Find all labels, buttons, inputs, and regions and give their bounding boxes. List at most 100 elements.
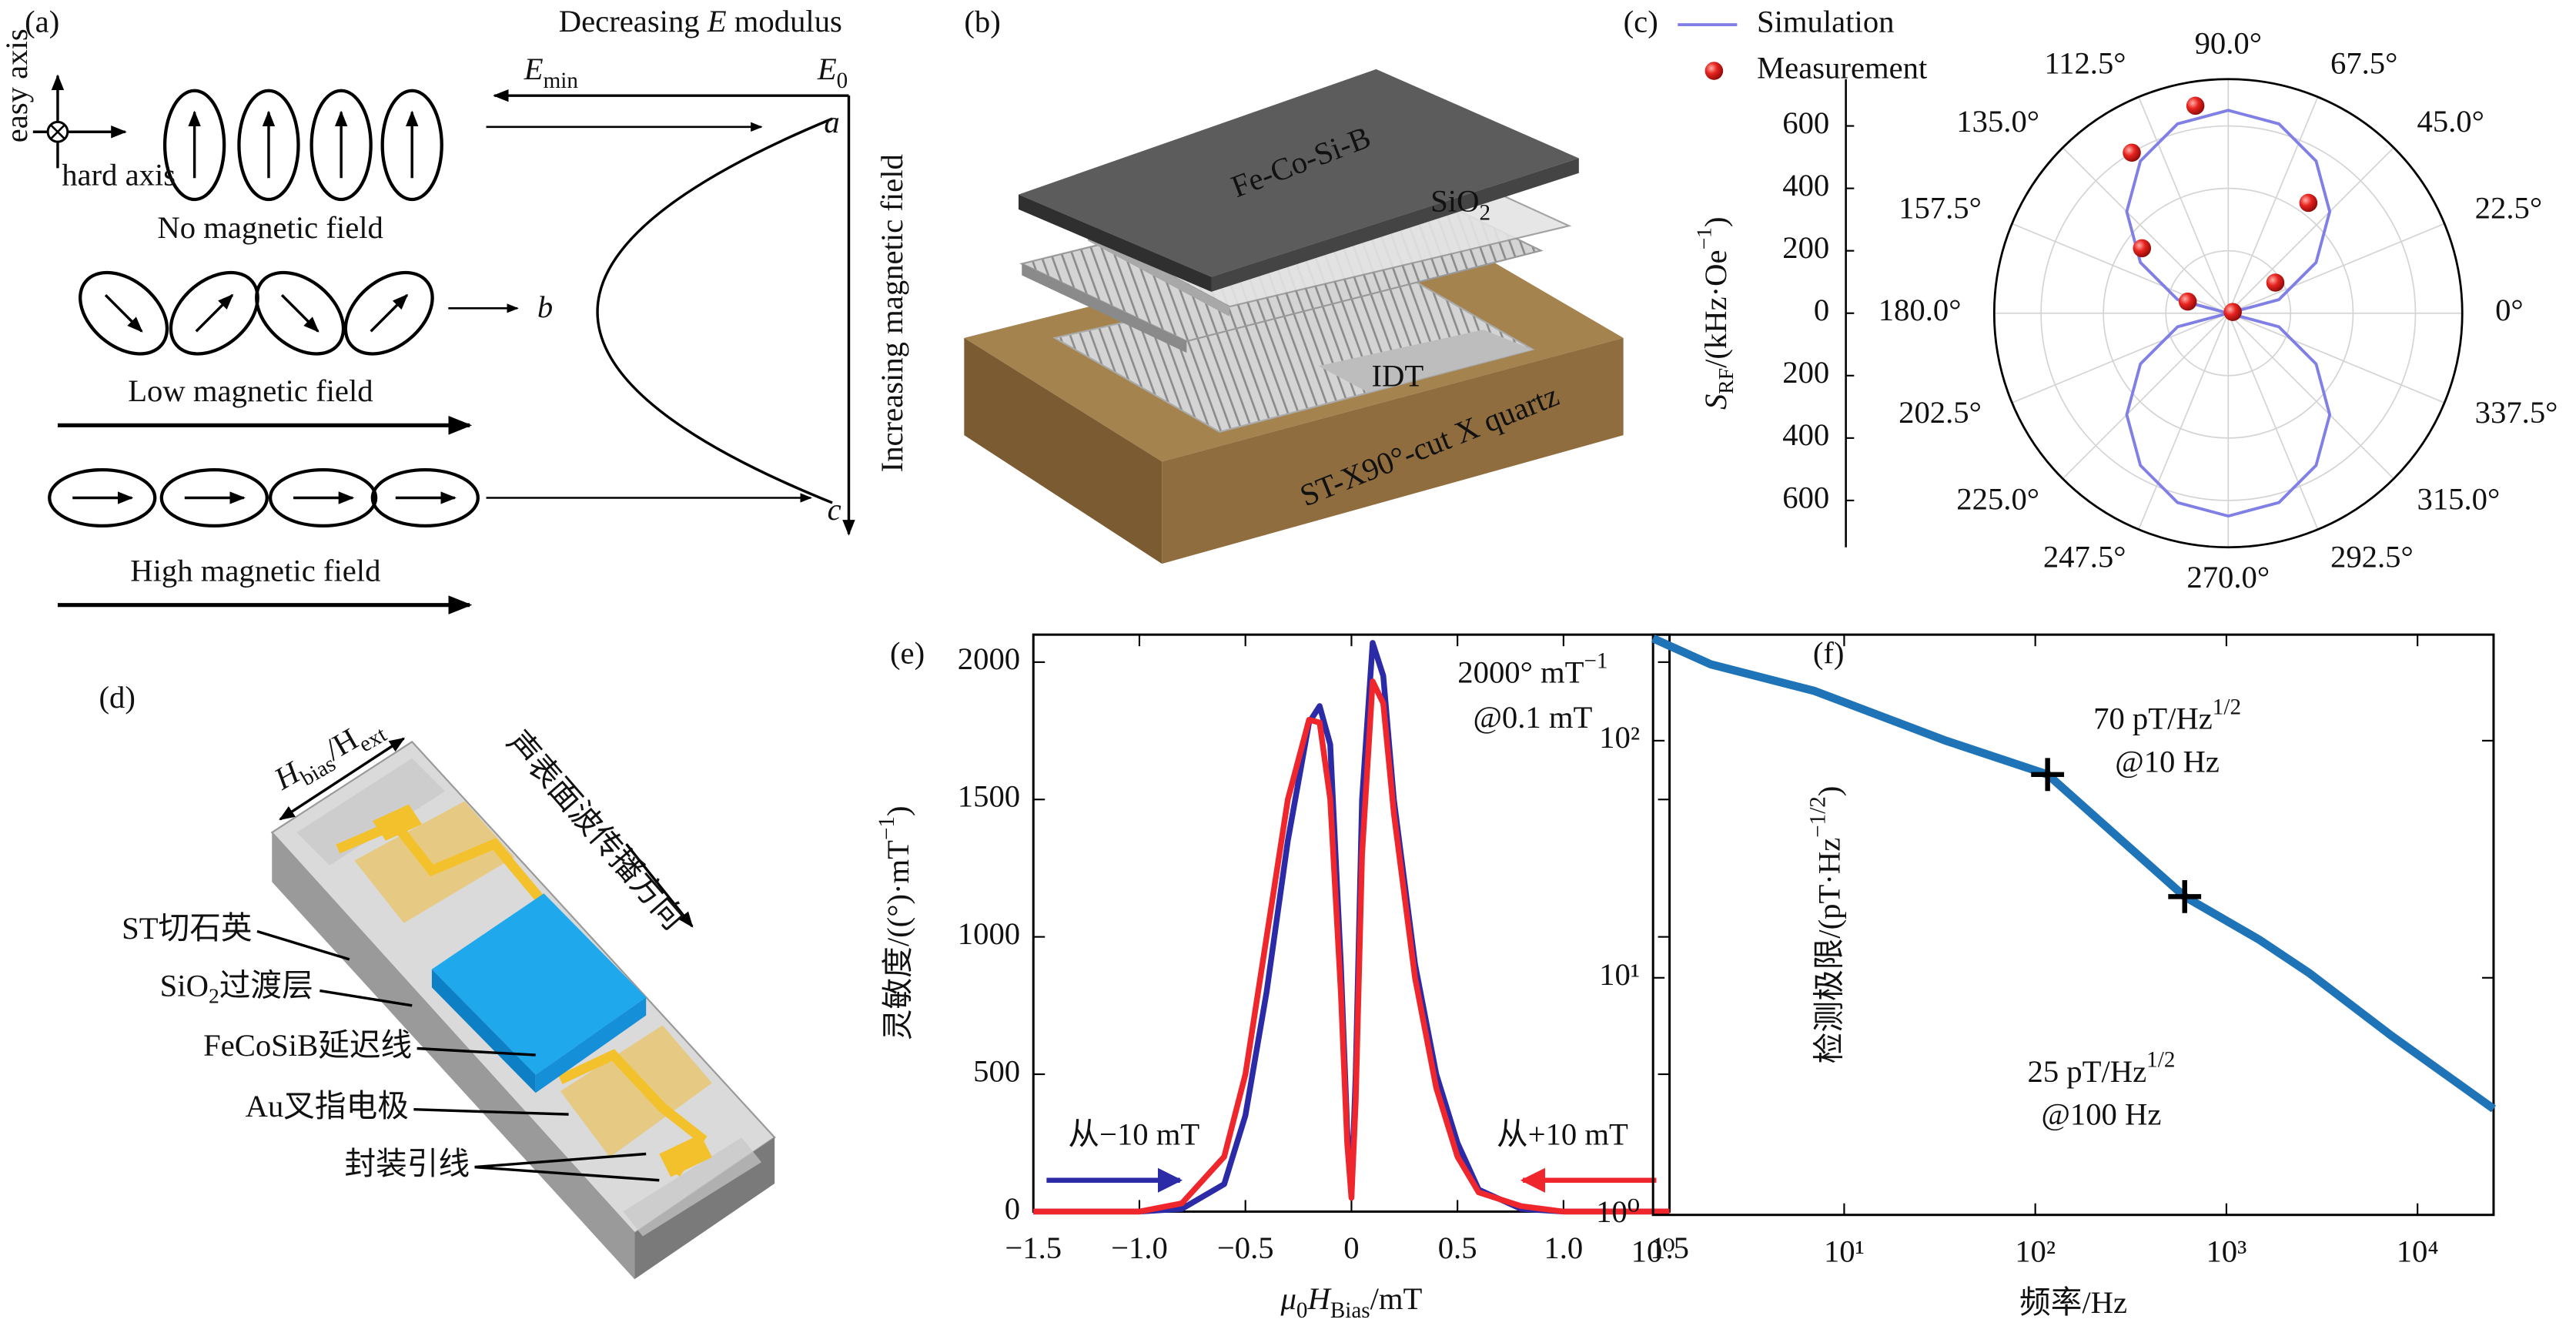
annotation: 从+10 mT [1497, 1117, 1628, 1151]
x-tick-label: 10³ [2206, 1234, 2246, 1268]
annotation: 从−10 mT [1068, 1117, 1199, 1151]
grid-circle [2103, 187, 2354, 439]
panel-b-drawing [964, 69, 1624, 564]
panel-label: (a) [25, 4, 59, 39]
grid-circle [2040, 125, 2417, 501]
x-tick-label: 10¹ [1824, 1234, 1865, 1268]
text-part: SiO [1430, 184, 1479, 219]
grid-spoke [2227, 223, 2445, 314]
y-tick-label: 1500 [958, 779, 1020, 814]
radial-tick-label: 600 [1782, 105, 1829, 140]
angle-label: 135.0° [1956, 104, 2039, 139]
text-part: 2 [209, 984, 219, 1008]
x-tick-label: 0 [1343, 1231, 1359, 1265]
text-part: 1/2 [2146, 1047, 2175, 1072]
polar-frame [1992, 78, 2464, 549]
angle-label: 112.5° [2044, 46, 2126, 81]
text-part: −1 [1692, 227, 1716, 249]
grid-spoke [2227, 147, 2394, 314]
layer-label: IDT [1371, 359, 1423, 393]
grid-spoke [2012, 312, 2229, 403]
point-marker [2168, 879, 2202, 913]
y-tick-label: 0 [1005, 1191, 1020, 1226]
x-tick-label: 10² [2015, 1234, 2056, 1268]
text-part: 2 [1479, 200, 1490, 225]
radial-tick-label: 400 [1782, 417, 1829, 452]
annotation: @10 Hz [2115, 745, 2220, 779]
text-part: μ [1280, 1282, 1296, 1317]
angle-label: 247.5° [2043, 539, 2126, 574]
y-axis-label: 灵敏度/((°)·mT−1) [875, 805, 916, 1040]
part-label: ST切石英 [122, 911, 252, 946]
modulus-label: Decreasing E modulus [559, 4, 842, 39]
text-part: E [707, 4, 727, 39]
field-axis-label: Increasing magnetic field [875, 154, 909, 472]
text-part: E [524, 52, 544, 87]
annotation: @100 Hz [2041, 1097, 2161, 1132]
legend-label: Simulation [1757, 4, 1894, 39]
state-label: Low magnetic field [128, 373, 373, 408]
angle-label: 90.0° [2195, 25, 2262, 60]
measurement-point [2266, 273, 2285, 292]
angle-label: 225.0° [1956, 481, 2039, 516]
y-tick-label: 500 [973, 1053, 1020, 1088]
text-part: E [817, 52, 837, 87]
grid-circle [2165, 249, 2292, 377]
text-part: Decreasing [559, 4, 708, 39]
x-tick-label: 1.5 [1650, 1231, 1689, 1265]
e-0: E0 [817, 52, 848, 93]
text-part: Bias [1330, 1298, 1370, 1323]
grid-spoke [2062, 313, 2229, 480]
text-part: −1 [1584, 648, 1608, 673]
panel-a-drawing [32, 74, 855, 614]
part-label: SiO2过渡层 [160, 969, 313, 1008]
panel-label: (c) [1624, 4, 1658, 39]
point-label: a [824, 105, 839, 139]
measurement-point [2133, 239, 2152, 258]
layer-label: SiO2 [1430, 184, 1490, 225]
grid-spoke [2062, 147, 2229, 314]
angle-label: 157.5° [1899, 190, 1982, 225]
part-label: FeCoSiB延迟线 [203, 1028, 412, 1063]
angle-label: 0° [2495, 293, 2524, 327]
text-part: min [544, 69, 579, 93]
y-axis-label: 检测极限/(pT·Hz−1/2) [1805, 786, 1847, 1064]
annotation: 70 pT/Hz1/2 [2093, 695, 2241, 736]
x-tick-label: 10⁰ [1631, 1234, 1675, 1268]
text-part: 0 [1296, 1298, 1308, 1323]
text-part: 0 [837, 69, 848, 93]
grid-spoke [2227, 96, 2319, 314]
x-tick-label: 1.0 [1544, 1231, 1583, 1265]
measurement-point [2186, 96, 2205, 116]
annotation: 2000° mT−1 [1457, 648, 1607, 690]
measurement-point [2123, 143, 2141, 162]
data-line [1651, 635, 2497, 1113]
radial-tick-label: 400 [1782, 168, 1829, 203]
data-line [1033, 678, 1670, 1215]
angle-label: 337.5° [2475, 395, 2558, 430]
y-axis-label: SRF/(kHz·Oe−1) [1692, 216, 1738, 410]
grid-spoke [2138, 96, 2230, 314]
text-part: S [1698, 394, 1733, 410]
text-part: 过渡层 [219, 969, 313, 1003]
state-label: No magnetic field [157, 210, 383, 245]
e-min: Emin [524, 52, 579, 93]
legend-marker [1705, 62, 1724, 80]
y-tick-label: 1000 [958, 916, 1020, 951]
radial-tick-label: 0 [1814, 293, 1829, 327]
angle-label: 270.0° [2186, 560, 2270, 594]
annotation: 25 pT/Hz1/2 [2028, 1047, 2176, 1089]
measurement-point [2223, 303, 2242, 321]
axis-label: easy axis [0, 28, 34, 142]
point-marker [2031, 758, 2065, 792]
grid-spoke [2227, 313, 2394, 480]
grid-spoke [2138, 313, 2230, 530]
grid-spoke [2227, 312, 2445, 403]
x-tick-label: −1.0 [1111, 1231, 1168, 1265]
text-part: /(kHz·Oe [1698, 249, 1733, 368]
x-tick-label: 10⁴ [2397, 1234, 2439, 1268]
state-label: High magnetic field [130, 553, 380, 588]
angle-label: 67.5° [2330, 46, 2397, 81]
angle-label: 45.0° [2417, 104, 2484, 139]
